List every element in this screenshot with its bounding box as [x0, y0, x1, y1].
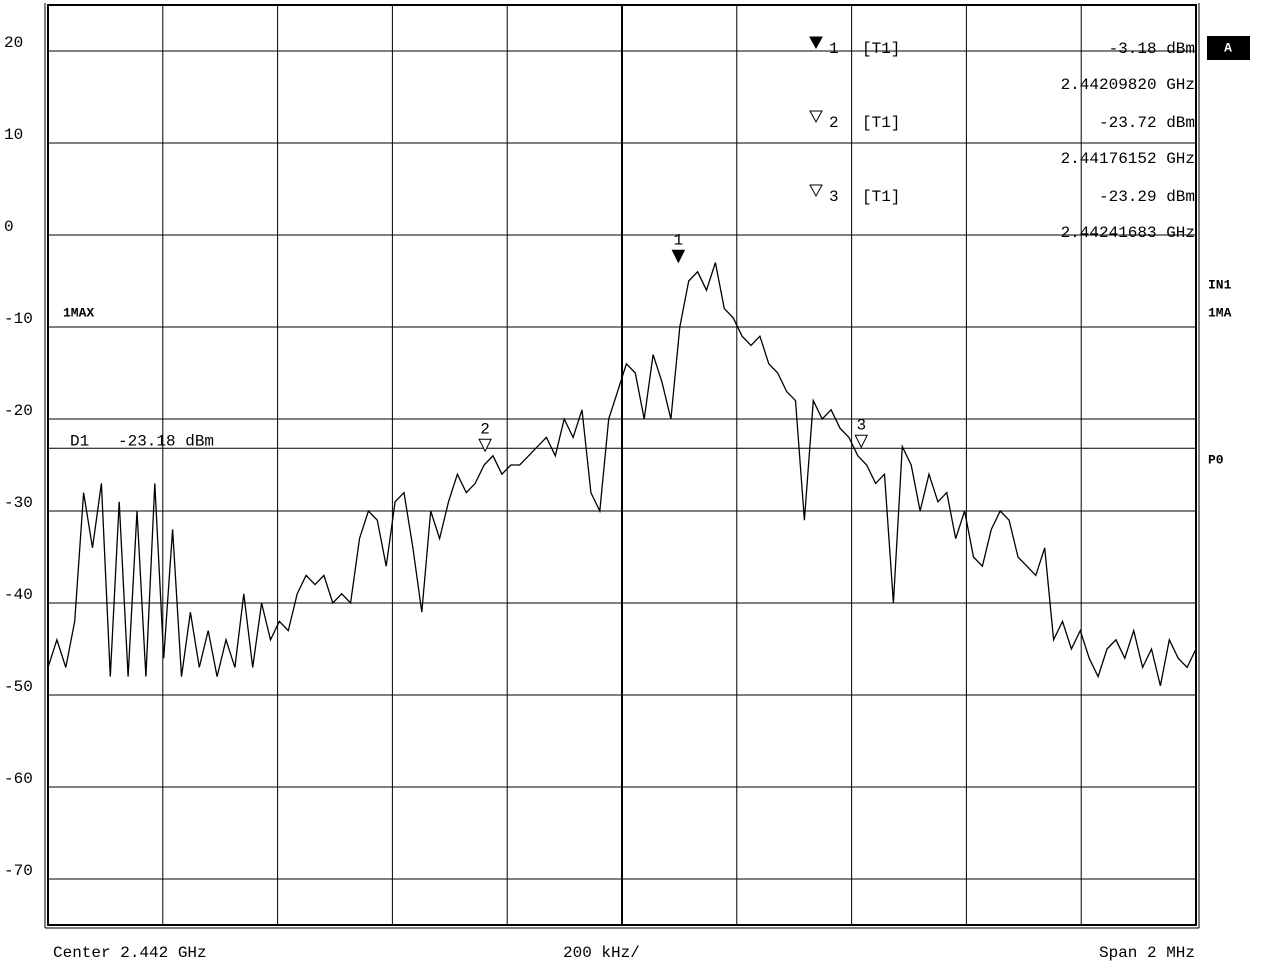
side-box: [1207, 36, 1250, 60]
marker-readout-level: -3.18 dBm: [1109, 40, 1195, 58]
side-label: A: [1224, 40, 1232, 55]
y-tick-label: -30: [4, 494, 33, 512]
marker-readout-trace: [T1]: [862, 114, 900, 132]
span-label: Span 2 MHz: [1099, 944, 1195, 962]
y-tick-label: 20: [4, 34, 23, 52]
marker-readout-trace: [T1]: [862, 40, 900, 58]
y-tick-label: 0: [4, 218, 14, 236]
marker-readout-trace: [T1]: [862, 188, 900, 206]
y-tick-label: 10: [4, 126, 23, 144]
marker-readout-freq: 2.44241683 GHz: [1061, 224, 1195, 242]
trace-label: 1MAX: [63, 305, 94, 320]
y-tick-label: -10: [4, 310, 33, 328]
marker-readout-id: 1: [829, 40, 839, 58]
marker-readout-level: -23.29 dBm: [1099, 188, 1195, 206]
display-line-name: D1: [70, 432, 89, 450]
y-tick-label: -60: [4, 770, 33, 788]
side-label: IN1: [1208, 277, 1232, 292]
marker-id: 3: [856, 416, 866, 434]
side-label: 1MA: [1208, 305, 1232, 320]
trace: [47, 262, 1197, 686]
y-tick-label: -40: [4, 586, 33, 604]
marker-readout-freq: 2.44209820 GHz: [1061, 76, 1195, 94]
marker-id: 1: [674, 231, 684, 249]
y-tick-label: -20: [4, 402, 33, 420]
display-line-label: -23.18 dBm: [118, 432, 214, 450]
marker-readout-id: 3: [829, 188, 839, 206]
scale-label: 200 kHz/: [563, 944, 640, 962]
side-label: P0: [1208, 452, 1224, 467]
marker: [478, 438, 492, 453]
marker-symbol: [809, 184, 823, 198]
y-tick-label: -50: [4, 678, 33, 696]
marker-readout-level: -23.72 dBm: [1099, 114, 1195, 132]
marker: [671, 249, 686, 264]
marker-id: 2: [480, 420, 490, 438]
marker-symbol: [809, 110, 823, 124]
marker-readout-id: 2: [829, 114, 839, 132]
marker: [854, 434, 869, 449]
marker-symbol: [809, 36, 823, 50]
marker-readout-freq: 2.44176152 GHz: [1061, 150, 1195, 168]
center-label: Center 2.442 GHz: [53, 944, 207, 962]
y-tick-label: -70: [4, 862, 33, 880]
